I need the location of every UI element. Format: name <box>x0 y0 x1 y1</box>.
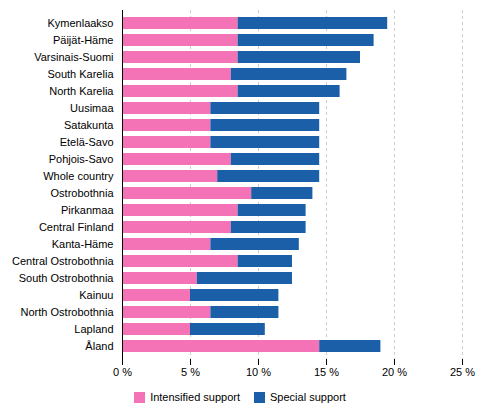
svg-text:Kanta-Häme: Kanta-Häme <box>52 238 114 250</box>
svg-text:Central Ostrobothnia: Central Ostrobothnia <box>12 255 114 267</box>
svg-text:Central Finland: Central Finland <box>39 221 114 233</box>
svg-text:15 %: 15 % <box>314 366 339 378</box>
svg-text:0 %: 0 % <box>113 366 132 378</box>
svg-text:Varsinais-Suomi: Varsinais-Suomi <box>34 51 113 63</box>
svg-text:Kymenlaakso: Kymenlaakso <box>47 17 113 29</box>
svg-text:Kainuu: Kainuu <box>79 289 113 301</box>
html-text:Special support: Special support <box>270 391 346 403</box>
svg-text:South Ostrobothnia: South Ostrobothnia <box>19 272 115 284</box>
html-text:Intensified support: Intensified support <box>150 391 240 403</box>
svg-text:Lapland: Lapland <box>74 323 113 335</box>
svg-text:Satakunta: Satakunta <box>64 119 114 131</box>
svg-text:20 %: 20 % <box>382 366 407 378</box>
svg-text:5 %: 5 % <box>181 366 200 378</box>
svg-text:Etelä-Savo: Etelä-Savo <box>60 136 114 148</box>
svg-text:North Ostrobothnia: North Ostrobothnia <box>21 306 115 318</box>
svg-text:Pirkanmaa: Pirkanmaa <box>61 204 114 216</box>
svg-text:Pohjois-Savo: Pohjois-Savo <box>49 153 114 165</box>
svg-text:Ostrobothnia: Ostrobothnia <box>51 187 115 199</box>
svg-text:Päijät-Häme: Päijät-Häme <box>53 34 114 46</box>
svg-text:North Karelia: North Karelia <box>49 85 114 97</box>
svg-text:Åland: Åland <box>85 340 113 352</box>
svg-text:10 %: 10 % <box>246 366 271 378</box>
svg-text:Whole country: Whole country <box>43 170 114 182</box>
svg-text:Uusimaa: Uusimaa <box>70 102 114 114</box>
svg-text:South Karelia: South Karelia <box>47 68 114 80</box>
svg-text:25 %: 25 % <box>450 366 475 378</box>
